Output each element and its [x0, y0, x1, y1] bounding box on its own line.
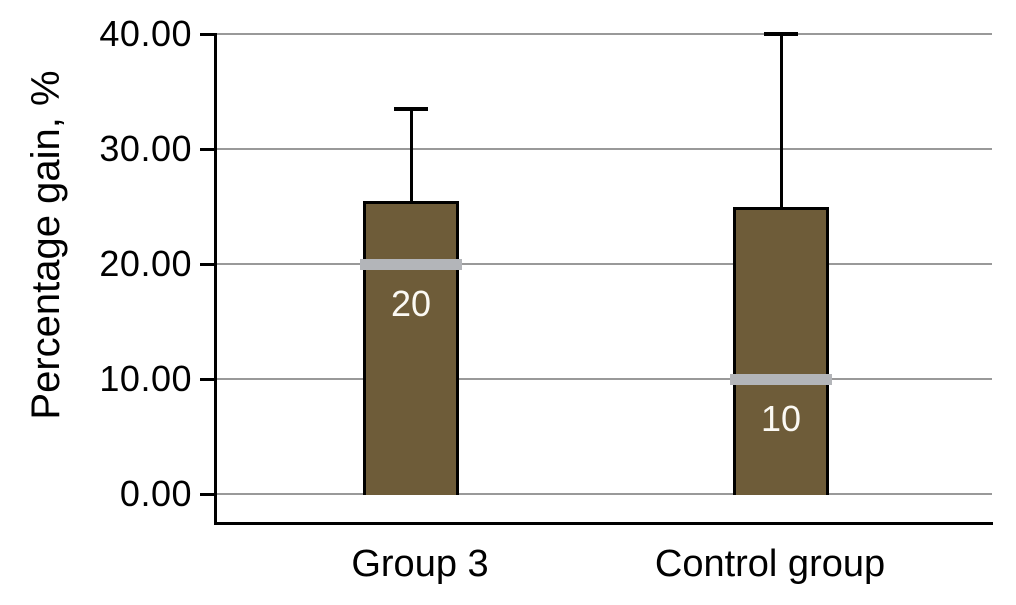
error-bar-cap	[394, 106, 428, 111]
y-axis-tick	[200, 262, 217, 266]
error-bar-line	[779, 34, 783, 207]
y-tick-label: 40.00	[99, 13, 192, 54]
y-axis-tick	[200, 32, 217, 36]
x-category-label: Control group	[654, 543, 886, 585]
gridline	[216, 33, 992, 35]
y-tick-label: 30.00	[99, 128, 192, 169]
marker-band	[730, 373, 832, 385]
marker-band	[360, 258, 462, 270]
gridline	[216, 493, 992, 495]
gridline	[216, 263, 992, 265]
bar-value-label: 10	[760, 398, 802, 439]
bar-control-group	[733, 206, 829, 495]
y-axis-tick	[200, 492, 217, 496]
y-axis-line	[214, 33, 217, 525]
bar-group-3	[363, 200, 459, 495]
gridline	[216, 378, 992, 380]
error-bar-line	[409, 108, 413, 201]
y-tick-label: 20.00	[99, 243, 192, 284]
y-tick-label: 10.00	[99, 358, 192, 399]
x-category-label: Group 3	[351, 543, 489, 585]
gridline	[216, 148, 992, 150]
x-axis-line	[214, 522, 993, 525]
y-axis-tick	[200, 147, 217, 151]
y-axis-tick	[200, 377, 217, 381]
bar-value-label: 20	[390, 283, 432, 324]
y-tick-label: 0.00	[119, 473, 192, 514]
error-bar-cap	[764, 32, 798, 36]
